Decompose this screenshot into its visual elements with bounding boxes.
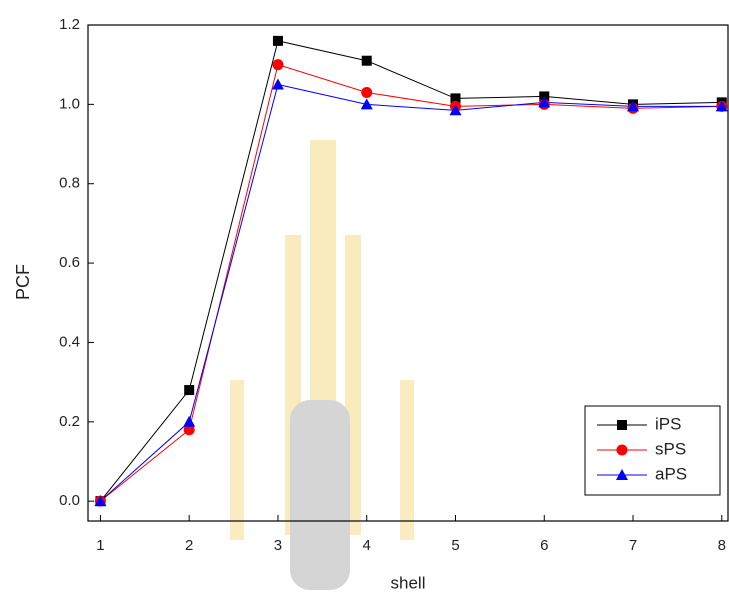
y-tick-label: 0.6 bbox=[59, 254, 80, 271]
data-point bbox=[184, 385, 194, 395]
legend-label: iPS bbox=[655, 414, 681, 433]
y-axis-label: PCF bbox=[13, 264, 33, 300]
data-point bbox=[273, 36, 283, 46]
legend-marker bbox=[617, 420, 627, 430]
y-tick-label: 1.0 bbox=[59, 95, 80, 112]
x-tick-label: 5 bbox=[451, 537, 459, 554]
y-tick-label: 1.2 bbox=[59, 16, 80, 33]
x-tick-label: 8 bbox=[718, 537, 726, 554]
data-point bbox=[361, 87, 372, 98]
y-tick-label: 0.4 bbox=[59, 333, 80, 350]
data-point bbox=[183, 416, 195, 427]
x-tick-label: 6 bbox=[540, 537, 548, 554]
x-axis-label: shell bbox=[391, 573, 426, 592]
legend-marker bbox=[617, 445, 628, 456]
y-tick-label: 0.2 bbox=[59, 413, 80, 430]
legend-label: sPS bbox=[655, 439, 686, 458]
x-tick-label: 4 bbox=[363, 537, 371, 554]
legend-label: aPS bbox=[655, 464, 687, 483]
x-tick-label: 1 bbox=[96, 537, 104, 554]
watermark bbox=[230, 140, 414, 590]
data-point bbox=[362, 56, 372, 66]
x-tick-label: 3 bbox=[274, 537, 282, 554]
y-tick-label: 0.8 bbox=[59, 175, 80, 192]
data-point bbox=[272, 59, 283, 70]
x-tick-label: 7 bbox=[629, 537, 637, 554]
y-tick-label: 0.0 bbox=[59, 492, 80, 509]
x-tick-label: 2 bbox=[185, 537, 193, 554]
chart: PCF shell 0.0 0.2 0.4 0.6 0.8 1.0 1.2 1 2 3 4 5 6 7 8 i… bbox=[0, 0, 729, 592]
